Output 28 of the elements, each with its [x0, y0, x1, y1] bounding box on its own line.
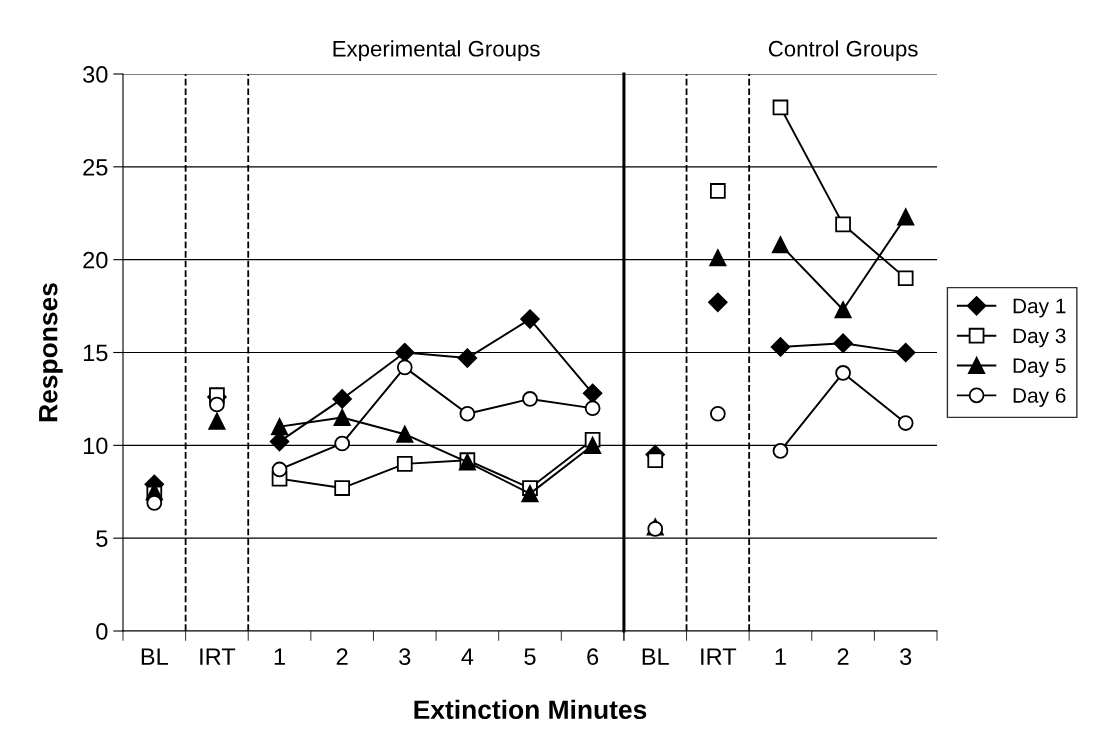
- x-tick-label: 2: [336, 648, 348, 665]
- legend-label: Day 6: [1013, 388, 1066, 407]
- y-tick-label: 10: [83, 437, 108, 455]
- y-tick-label: 5: [96, 530, 108, 547]
- x-tick-label: 2: [837, 648, 849, 665]
- legend-label: Day 3: [1013, 328, 1066, 348]
- x-tick-label: 3: [399, 648, 411, 666]
- y-axis-title: Responses: [39, 283, 63, 422]
- x-tick-label: BL: [141, 648, 168, 665]
- chart-title: Control Groups: [768, 40, 918, 61]
- x-tick-label: IRT: [200, 648, 236, 665]
- x-tick-label: 3: [900, 648, 912, 666]
- y-tick-label: 15: [83, 344, 108, 362]
- legend-label: Day 5: [1013, 358, 1066, 378]
- x-tick-label: 1: [775, 648, 786, 665]
- y-tick-label: 20: [83, 251, 108, 269]
- x-tick-label: BL: [642, 648, 669, 665]
- y-tick-label: 0: [96, 623, 108, 640]
- x-tick-label: 1: [274, 648, 285, 665]
- x-tick-label: 6: [587, 648, 599, 666]
- y-tick-label: 25: [83, 158, 108, 176]
- chart-title: Experimental Groups: [333, 40, 540, 61]
- x-tick-label: 4: [461, 648, 474, 665]
- y-tick-label: 30: [83, 66, 108, 83]
- x-axis-title: Extinction Minutes: [414, 699, 647, 720]
- legend-label: Day 1: [1013, 298, 1066, 318]
- x-tick-label: 5: [524, 648, 536, 666]
- x-tick-label: IRT: [701, 648, 737, 665]
